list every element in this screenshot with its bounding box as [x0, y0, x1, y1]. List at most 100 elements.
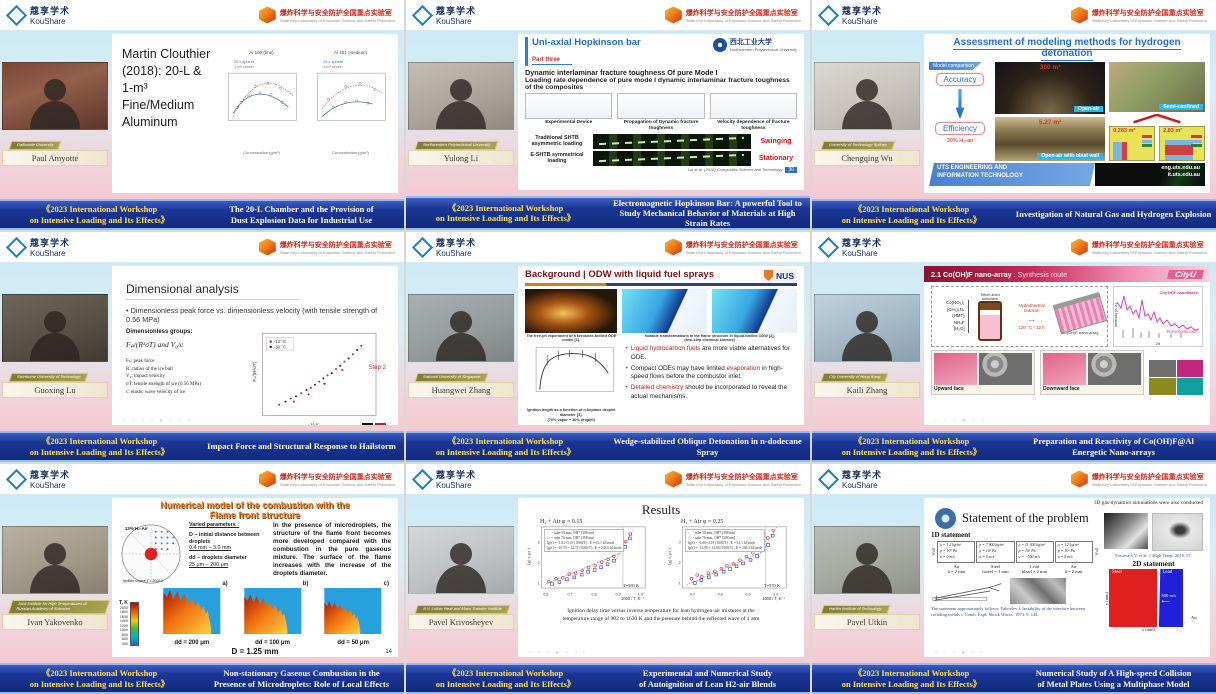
session-tile-krivosheyev[interactable]: 蔻享学术 KouShare 爆炸科学与安全防护全国重点实验室 State Key L… — [406, 464, 810, 694]
tile-footer: 《2023 International Workshop on Intensive… — [406, 431, 810, 462]
charts-area: Al 100 (fine) 20-L sphere 1-m³ vessel Con… — [222, 46, 390, 189]
bullet-text: in high-speed flows before the combustor… — [630, 364, 783, 381]
nus-logo: NUS — [761, 269, 797, 282]
slide-top-row: 13% H₂-Air Ignition source T = 2000 K Va… — [119, 522, 391, 586]
koushare-name-en: KouShare — [30, 481, 66, 490]
reagent-list: Co(NO₃)₂ (CH₂)₆N₄ (HMT) NH₄F [H₂O] — [935, 299, 969, 334]
session-tile-amyotte[interactable]: 蔻享学术 KouShare 爆炸科学与安全防护全国重点实验室 State Key L… — [0, 0, 404, 230]
lab-name-en: State Key Laboratory of Explosion Scienc… — [685, 481, 801, 487]
legend-swatch — [1191, 139, 1202, 143]
slide: 2.1 Co(OH)F nano-array : Synthesis route… — [924, 266, 1210, 425]
session-tile-wu[interactable]: 蔻享学术 KouShare 爆炸科学与安全防护全国重点实验室 State Key L… — [812, 0, 1216, 230]
svg-text:0.6: 0.6 — [543, 592, 548, 596]
plot-legend: ○ - tube 50 mm, OH* (308 nm) □ - tube 76 m… — [685, 529, 766, 553]
svg-text:1.0: 1.0 — [638, 592, 643, 596]
slide: Martin Clouthier (2018): 20-L & 1-m³ Fin… — [112, 34, 398, 193]
speaker-name: Huangwei Zhang — [408, 382, 514, 398]
tile-body: City University of Hong Kong Kaili Zhang… — [812, 262, 1216, 431]
tile-footer: 《2023 International Workshop on Intensive… — [406, 663, 810, 694]
figure-row — [525, 93, 797, 119]
diagram-2d: Steel Lead 500 m/s Air — [1109, 569, 1197, 627]
session-tile-zhang-h[interactable]: 蔻享学术 KouShare 爆炸科学与安全防护全国重点实验室 State Key L… — [406, 232, 810, 462]
webcam-video — [408, 294, 514, 362]
statement-2d-label: 2D statement — [1132, 559, 1175, 568]
citation-text: Liu et al. (2018) Composites Science and… — [687, 167, 783, 172]
eds-map-magenta — [1176, 360, 1203, 377]
slide-main: Model comparison Accuracy Efficiency 30%… — [929, 62, 1205, 161]
colorbar-value: 600 — [121, 637, 128, 642]
speaker-column: A.V. Luikov Heat and Mass Transfer Insti… — [406, 496, 516, 659]
title-rule — [525, 283, 797, 286]
koushare-icon — [817, 236, 840, 258]
slide-columns: Statement of the problem 1D statement Wa… — [931, 501, 1203, 632]
slide-footer-row: © Copyright National University of Singa… — [525, 424, 797, 425]
lab-icon — [258, 238, 276, 256]
svg-text:1000 / T, K⁻¹: 1000 / T, K⁻¹ — [762, 596, 785, 601]
figure-row — [525, 288, 797, 333]
slide-footer-row: D = 1.25 mm — [119, 647, 391, 656]
legend-entry: 20-L sphere — [234, 60, 255, 64]
flame-structure-map-f — [622, 288, 708, 333]
reference-note: The statement approximately follows: Yak… — [931, 606, 1085, 618]
tile-header: 蔻享学术 KouShare 爆炸科学与安全防护全国重点实验室 State Key L… — [406, 464, 810, 494]
face-images — [934, 353, 1032, 385]
speaker-nameplate: A.V. Luikov Heat and Mass Transfer Insti… — [408, 597, 514, 630]
talk-title: Experimental and Numerical Study of Autoi… — [605, 668, 810, 688]
flame-sim — [324, 588, 382, 635]
param: ρ = 1.2 kg/m³ — [940, 543, 962, 547]
param: p = 10⁵ Pa — [1018, 548, 1036, 553]
slide: Dimensional analysis • Dimensionless pea… — [112, 266, 398, 425]
uts-url: it.uts.edu.au — [1167, 172, 1200, 179]
slide-title-text: Assessment of modeling methods for hydro… — [953, 37, 1181, 61]
caption-line: Notable transformations in the flame str… — [644, 333, 775, 338]
lab-logo: 爆炸科学与安全防护全国重点实验室 State Key Laboratory of … — [258, 6, 395, 24]
speaker-nameplate: University of Technology Sydney Chengqin… — [814, 133, 920, 166]
talk-title-line1: Preparation and Reactivity of Co(OH)F@Al — [1033, 436, 1194, 447]
figure-plot — [617, 93, 705, 119]
tile-body: National University of Singapore Huangwe… — [406, 262, 810, 431]
lab-logo: 爆炸科学与安全防护全国重点实验室 State Key Laboratory of … — [1070, 238, 1207, 256]
colorbar-gradient — [129, 602, 139, 647]
session-tile-utkin[interactable]: 蔻享学术 KouShare 爆炸科学与安全防护全国重点实验室 State Key L… — [812, 464, 1216, 694]
lab-icon — [1070, 6, 1088, 24]
nus-shield-icon — [764, 270, 774, 281]
session-tile-yakovenko[interactable]: 蔻享学术 KouShare 爆炸科学与安全防护全国重点实验室 State Key L… — [0, 464, 404, 694]
koushare-icon — [5, 468, 28, 490]
lab-name-en: State Key Laboratory of Explosion Scienc… — [1091, 17, 1207, 23]
layer-thickness: h = 2 mm — [947, 569, 966, 575]
sim-3d-surface — [1152, 513, 1203, 551]
page-number: 14 — [385, 649, 392, 655]
workshop-title-line2: on Intensive Loading and Its Effects》 — [29, 446, 170, 457]
photo-tag: Open-air — [1073, 106, 1104, 112]
formula: Fₚ/(R²σT) and V₀/c — [126, 339, 184, 349]
face-label: Upward face — [934, 386, 964, 392]
talk-title: Numerical Study of A High-speed Collisio… — [1011, 668, 1216, 688]
uts-line: INFORMATION TECHNOLOGY — [937, 172, 1023, 179]
product-block: Co(OH)F nano-array — [1052, 291, 1108, 335]
speaker-nameplate: Harbin Institute of Technology Pavel Utk… — [814, 597, 920, 630]
lead-label: Lead — [1162, 570, 1173, 575]
temperature-annotation: T=970 K — [763, 583, 780, 588]
koushare-name-en: KouShare — [30, 249, 66, 258]
panel-letter: a) — [222, 581, 228, 588]
session-tile-zhang-k[interactable]: 蔻享学术 KouShare 爆炸科学与安全防护全国重点实验室 State Key L… — [812, 232, 1216, 462]
speaker-name: Kaili Zhang — [814, 382, 920, 398]
koushare-logo: 蔻享学术 KouShare — [5, 468, 70, 490]
lab-name-cn: 爆炸科学与安全防护全国重点实验室 — [279, 473, 392, 481]
talk-title-line1: Impact Force and Structural Response to … — [207, 441, 396, 452]
svg-text:1000 / T, K⁻¹: 1000 / T, K⁻¹ — [621, 596, 644, 601]
session-tile-li[interactable]: 蔻享学术 KouShare 爆炸科学与安全防护全国重点实验室 State Key L… — [406, 0, 810, 230]
chart-al100: Al 100 (fine) 20-L sphere 1-m³ vessel Con… — [222, 50, 301, 189]
slide: 3D gas-dynamics simulations were also co… — [924, 498, 1210, 657]
session-tile-lu[interactable]: 蔻享学术 KouShare 爆炸科学与安全防护全国重点实验室 State Key L… — [0, 232, 404, 462]
symbol-definitions: Fₚ: peak force R: radius of the ice ball… — [126, 358, 244, 397]
slide-bottom-row: Ignition length as a function of n-hepta… — [525, 345, 797, 423]
svg-text:3: 3 — [679, 541, 681, 545]
square-marker: □ — [688, 535, 691, 540]
param: p = 10⁵ Pa — [940, 548, 958, 553]
parameter-table: Wall ρ = 1.2 kg/m³ p = 10⁵ Pa u = 0 m/s ρ … — [931, 541, 1099, 563]
koushare-icon — [5, 4, 28, 26]
workshop-title-line1: 《2023 International Workshop — [853, 668, 970, 679]
slide: Uni-axial Hopkinson bar Part three 西北工业大… — [518, 34, 804, 190]
step-label: Step 2 — [368, 364, 386, 371]
